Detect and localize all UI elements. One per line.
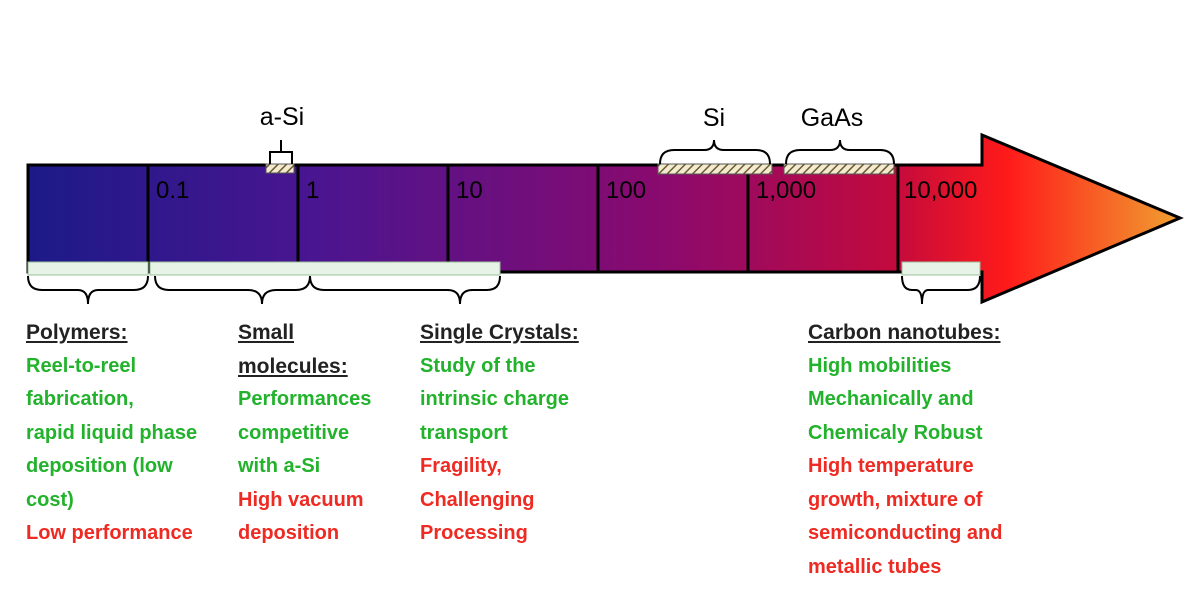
polymers-con-line: Low performance	[26, 522, 193, 544]
carbon-nanotubes-column: Carbon nanotubes: High mobilities Mechan…	[808, 316, 1002, 584]
mobility-arrow	[26, 132, 1184, 305]
single-crystals-pro-line: intrinsic charge	[420, 388, 569, 410]
small-molecules-heading: molecules:	[238, 354, 348, 378]
tick-label-1000: 1,000	[756, 177, 816, 204]
decade-dividers	[146, 165, 900, 272]
single-crystals-pro-line: transport	[420, 421, 508, 444]
tick-label-100: 100	[606, 177, 646, 204]
a-si-marker	[265, 140, 295, 174]
carbon-nanotubes-brace	[901, 275, 981, 305]
small-molecules-brace	[154, 275, 311, 305]
small-molecules-con-line: deposition	[238, 522, 340, 544]
gaas-marker	[783, 139, 895, 175]
tick-label-10: 10	[456, 177, 483, 204]
carbon-nanotubes-pro-line: Mechanically and	[808, 388, 974, 410]
carbon-nanotubes-con-line: semiconducting and	[808, 522, 1003, 544]
single-crystals-column: Single Crystals: Study of the intrinsic …	[420, 316, 579, 551]
polymers-brace	[27, 275, 149, 305]
polymers-pro-line: cost)	[26, 488, 74, 511]
small-molecules-crystals-range-bar	[149, 261, 501, 276]
single-crystals-con-line: Fragility,	[420, 455, 502, 477]
material-label-a-si: a-Si	[260, 103, 304, 131]
single-crystals-heading: Single Crystals:	[420, 321, 579, 344]
single-crystals-brace	[309, 275, 501, 305]
small-molecules-pro-line: Performances	[238, 388, 372, 410]
polymers-pro-line: rapid liquid phase	[26, 421, 198, 444]
small-molecules-con-line: High vacuum	[238, 488, 364, 511]
carbon-nanotubes-con-line: metallic tubes	[808, 555, 942, 578]
carbon-nanotubes-con-line: growth, mixture of	[808, 488, 983, 511]
single-crystals-con-line: Processing	[420, 522, 528, 544]
single-crystals-con-line: Challenging	[420, 488, 535, 511]
polymers-range-bar	[27, 261, 149, 276]
polymers-column: Polymers: Reel-to-reel fabrication, rapi…	[26, 316, 197, 551]
small-molecules-heading: Small	[238, 321, 295, 344]
tick-label-1: 1	[306, 177, 319, 204]
small-molecules-pro-line: with a-Si	[238, 455, 321, 477]
polymers-pro-line: fabrication,	[26, 388, 134, 410]
carbon-nanotubes-heading: Carbon nanotubes:	[808, 321, 1001, 344]
small-molecules-column: Small molecules: Performances competitiv…	[238, 316, 371, 551]
single-crystals-pro-line: Study of the	[420, 354, 536, 377]
material-label-gaas: GaAs	[801, 104, 864, 132]
tick-label-0-1: 0.1	[156, 177, 189, 204]
polymers-heading: Polymers:	[26, 321, 128, 344]
carbon-nanotubes-pro-line: High mobilities	[808, 354, 952, 377]
carbon-nanotubes-range-bar	[901, 261, 981, 276]
small-molecules-pro-line: competitive	[238, 421, 350, 444]
polymers-pro-line: deposition (low	[26, 455, 173, 477]
carbon-nanotubes-con-line: High temperature	[808, 455, 974, 477]
carbon-nanotubes-pro-line: Chemicaly Robust	[808, 421, 983, 444]
material-label-si: Si	[703, 104, 725, 132]
si-marker	[657, 139, 773, 175]
tick-label-10000: 10,000	[904, 177, 977, 204]
polymers-pro-line: Reel-to-reel	[26, 354, 137, 377]
